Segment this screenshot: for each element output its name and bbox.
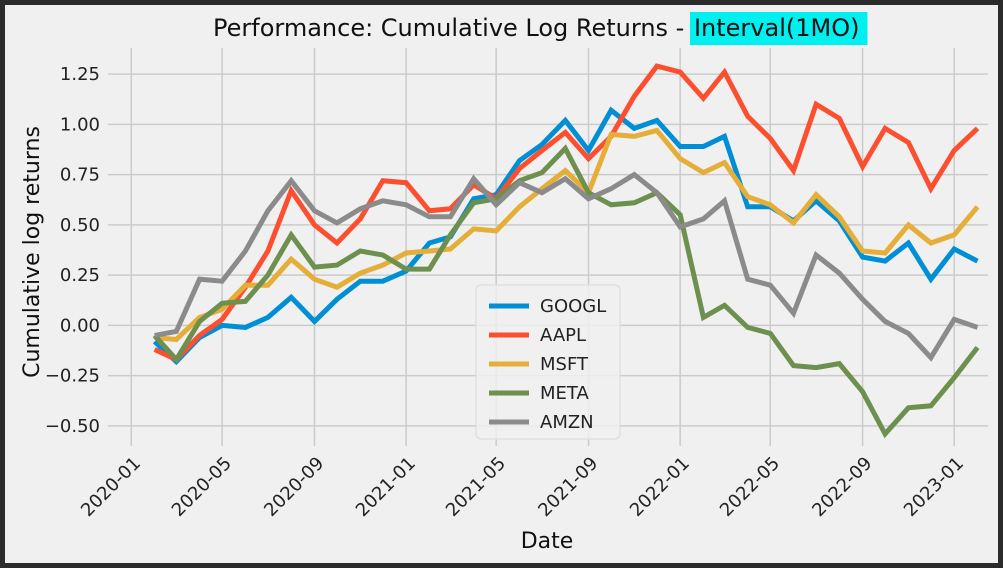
legend-label-meta: META <box>540 383 590 404</box>
title-highlight-box <box>689 12 868 45</box>
y-tick-label: 0.00 <box>60 315 100 336</box>
chart-title: Performance: Cumulative Log Returns - In… <box>213 12 868 45</box>
legend-label-msft: MSFT <box>540 354 589 375</box>
chart-title-highlight: Interval(1MO) <box>694 14 860 42</box>
y-tick-label: 0.75 <box>60 165 100 186</box>
legend: GOOGL AAPL MSFT META AMZN <box>475 284 621 440</box>
x-tick-label: 2020-09 <box>260 453 328 521</box>
y-tick-label: 0.50 <box>60 215 100 236</box>
x-tick-label: 2020-05 <box>168 453 236 521</box>
series-line-meta <box>152 144 980 439</box>
series-line-msft <box>154 127 980 343</box>
x-tick-label: 2021-05 <box>442 453 510 521</box>
y-tick-label: 1.25 <box>60 64 100 85</box>
series-line-aapl <box>153 63 980 363</box>
series-line-amzn <box>154 171 979 362</box>
legend-label-amzn: AMZN <box>540 412 594 433</box>
legend-label-googl: GOOGL <box>540 296 606 317</box>
legend-box <box>475 284 621 440</box>
x-tick-label: 2021-01 <box>352 453 420 521</box>
y-axis-label: Cumulative log returns <box>20 126 45 378</box>
x-tick-label: 2020-01 <box>77 453 145 521</box>
x-tick-label: 2021-09 <box>534 453 602 521</box>
x-axis-label: Date <box>521 529 574 554</box>
chart-figure: −0.50 −0.25 0.00 0.25 0.50 0.75 1.00 1.25 2020-0… <box>5 5 998 563</box>
y-tick-label: 1.00 <box>60 114 100 135</box>
x-tick-label: 2022-09 <box>808 453 876 521</box>
chart-title-text: Performance: Cumulative Log Returns - <box>213 14 692 42</box>
x-tick-label: 2022-05 <box>716 453 784 521</box>
legend-label-aapl: AAPL <box>540 325 586 346</box>
y-tick-label: −0.25 <box>45 366 100 387</box>
x-tick-label: 2022-01 <box>626 453 694 521</box>
x-tick-label: 2023-01 <box>900 453 968 521</box>
y-tick-label: 0.25 <box>60 265 100 286</box>
series-layer <box>152 63 980 439</box>
line-chart: −0.50 −0.25 0.00 0.25 0.50 0.75 1.00 1.25 2020-0… <box>20 12 988 554</box>
y-tick-label: −0.50 <box>45 416 100 437</box>
